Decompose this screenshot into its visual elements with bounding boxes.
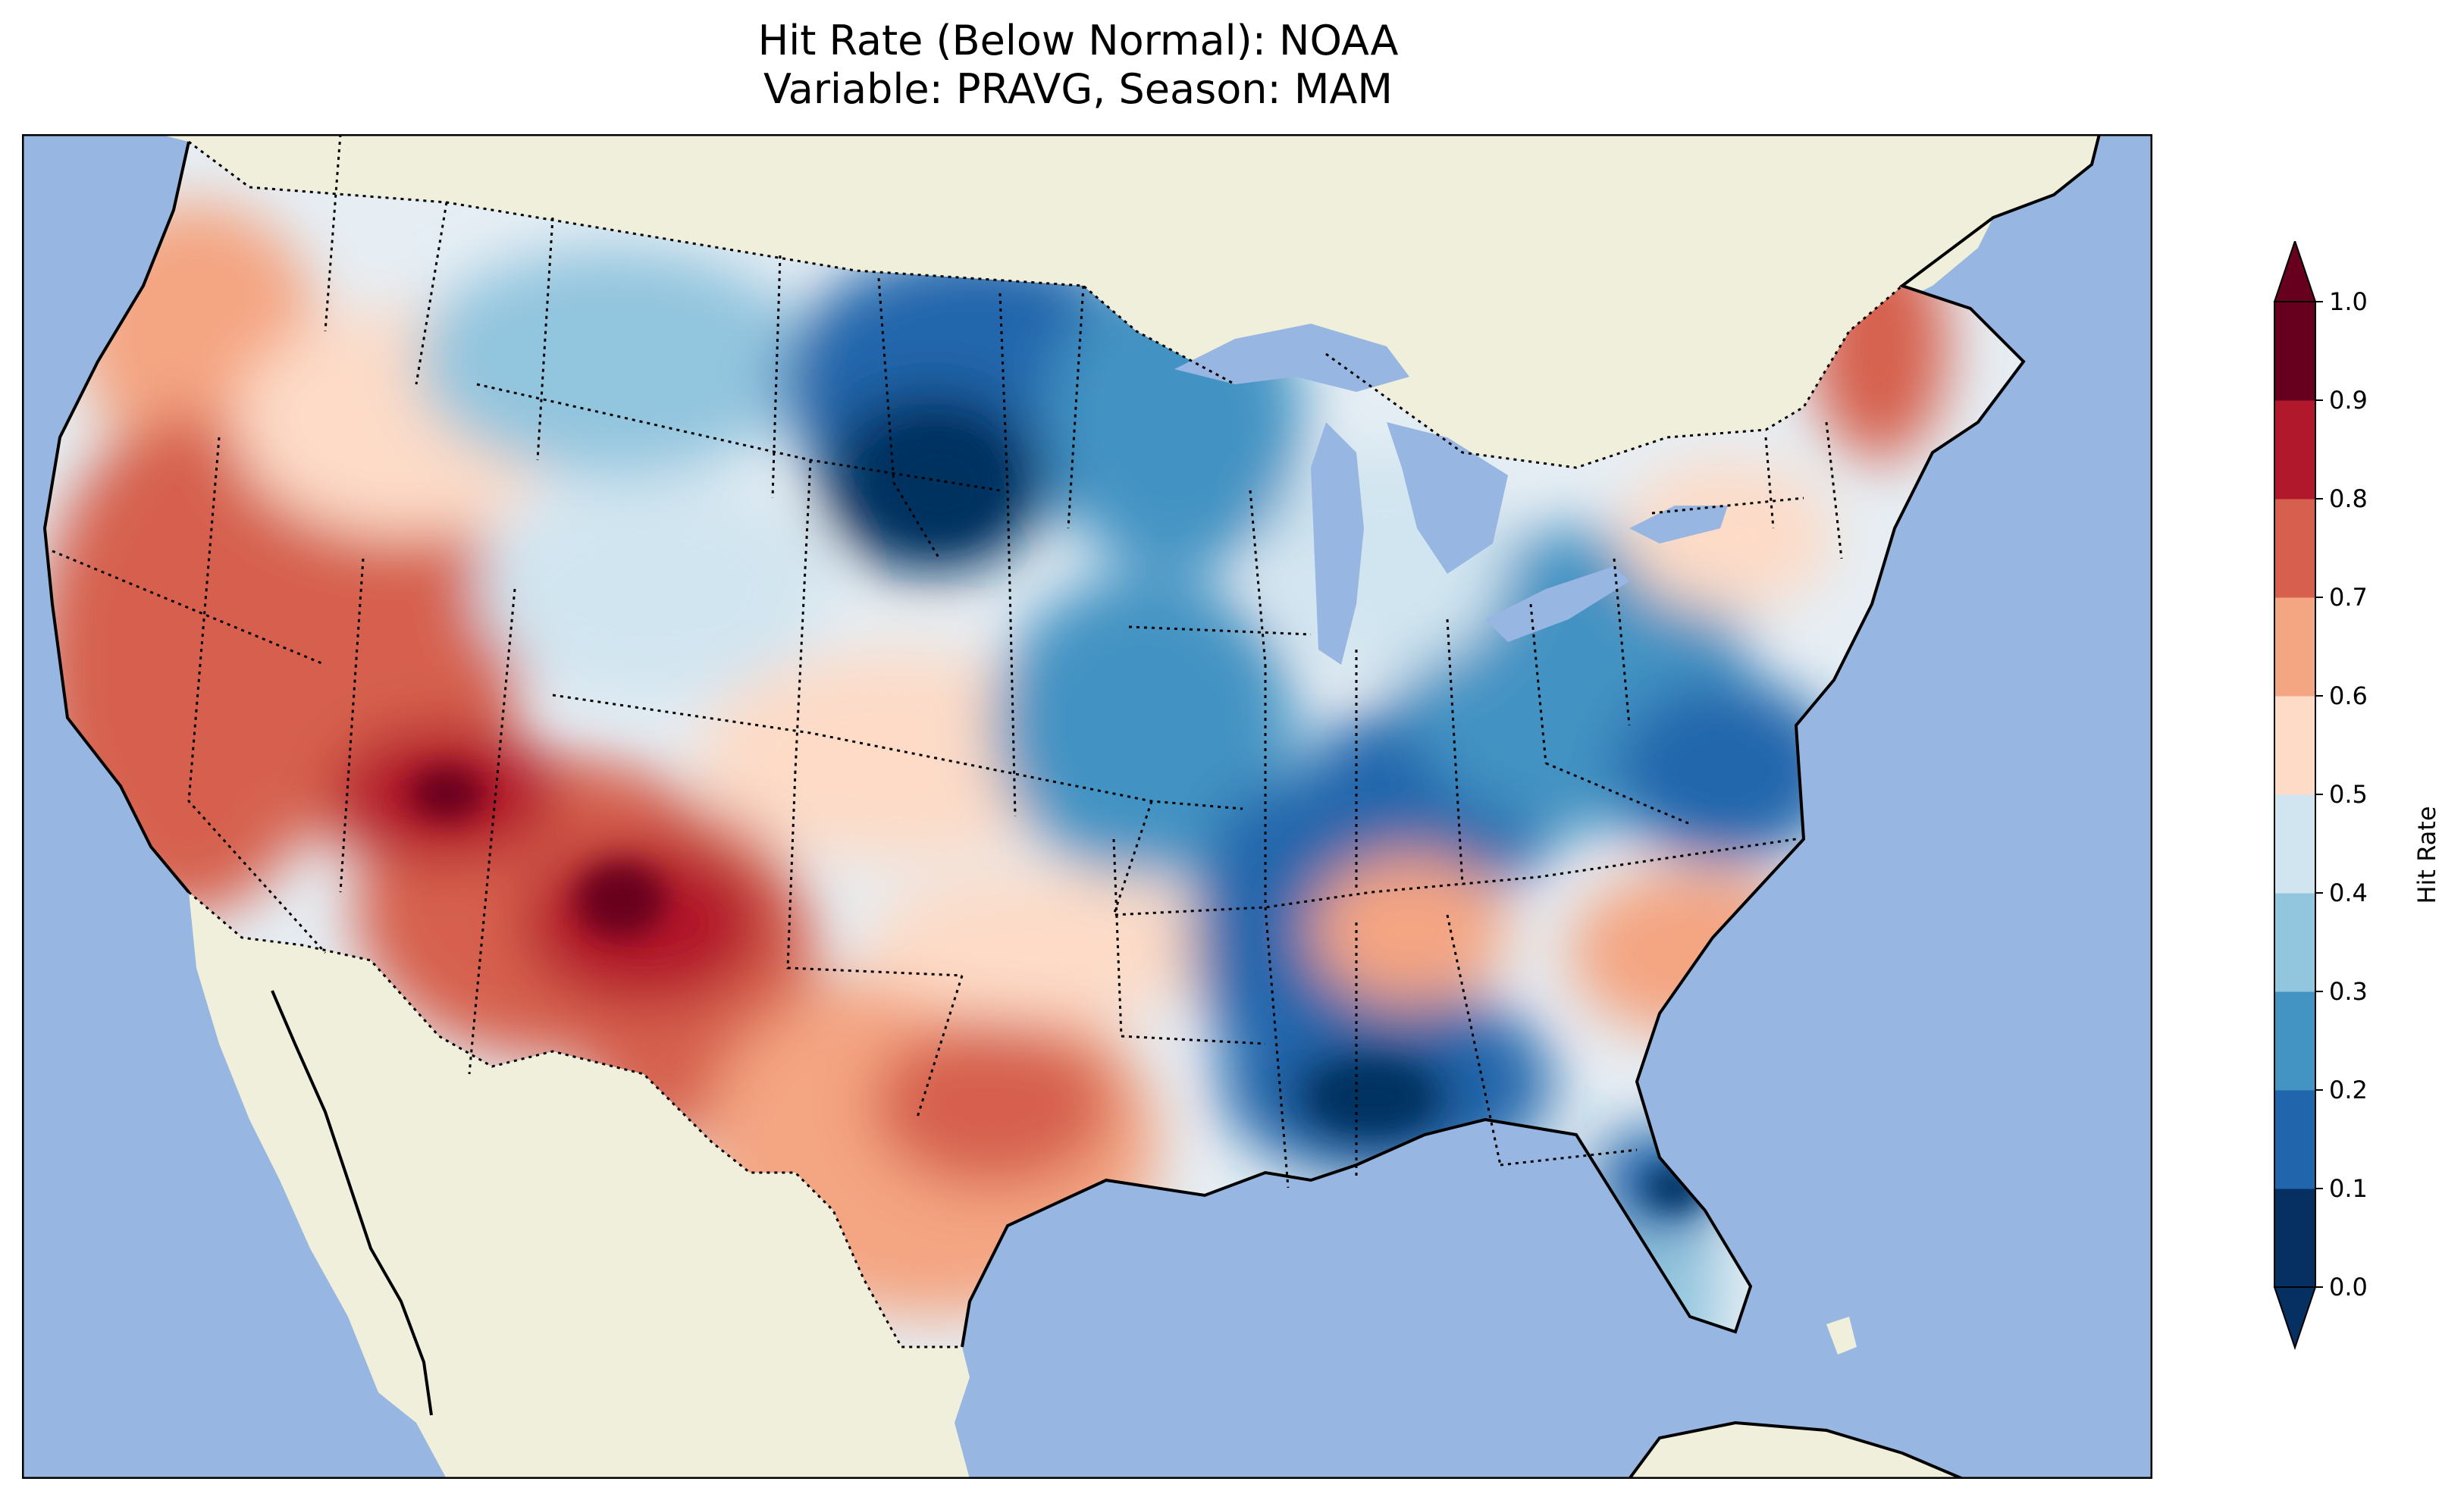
region-wyoming [477, 475, 826, 703]
region-virginia [1614, 680, 1842, 862]
colorbar-tick-label: 0.1 [2329, 1174, 2368, 1203]
coldspot-mississippi [1311, 1066, 1432, 1127]
colorbar-tick-label: 1.0 [2329, 287, 2368, 316]
lake-huron [1387, 422, 1508, 574]
hotspot-utah [409, 767, 484, 820]
region-new-york [1622, 460, 1834, 612]
region-texas-core [871, 1021, 1114, 1188]
colorbar-bin [2274, 991, 2315, 1091]
title-line-1: Hit Rate (Below Normal): NOAA [757, 17, 1399, 64]
lake-superior [1174, 324, 1409, 392]
map-frame [22, 134, 2152, 1479]
chart-title: Hit Rate (Below Normal): NOAA Variable: … [0, 17, 2156, 114]
colorbar-under-triangle [2273, 1286, 2317, 1351]
region-montana [416, 248, 810, 475]
baja-land [257, 991, 431, 1415]
lake-erie [1485, 566, 1629, 642]
land-areas [158, 134, 2099, 1479]
map-panel [22, 134, 2152, 1479]
colorbar-bin [2274, 794, 2315, 894]
colorbar-tick-label: 0.5 [2329, 780, 2368, 809]
colorbar-bin [2274, 696, 2315, 795]
colorbar-ticks: 0.0 0.1 0.2 0.3 0.4 0.5 0.6 0.7 0.8 0.9 1.0 [2315, 287, 2368, 1301]
cuba-land [1629, 1423, 1963, 1479]
colorbar-bin [2274, 400, 2315, 500]
colorbar-over-triangle [2273, 241, 2317, 302]
colorbar-bin [2274, 499, 2315, 598]
colorbar-bin [2274, 893, 2315, 992]
canada-land [158, 134, 2099, 468]
colorbar-bin [2274, 302, 2315, 401]
colorbar-tick-label: 0.2 [2329, 1076, 2368, 1104]
title-line-2: Variable: PRAVG, Season: MAM [763, 65, 1393, 113]
colorbar-tick-label: 0.8 [2329, 484, 2368, 513]
coastlines [42, 134, 2101, 1479]
colorbar-tick-label: 0.9 [2329, 386, 2368, 415]
colorbar-bin [2274, 597, 2315, 697]
colorbar-tick-label: 0.4 [2329, 879, 2368, 907]
lake-michigan [1311, 422, 1364, 665]
bahamas-land [1826, 1317, 1857, 1355]
country-borders [188, 140, 1903, 1348]
colorbar-bin [2274, 1090, 2315, 1189]
region-nebraska [697, 650, 1091, 862]
colorbar: 0.0 0.1 0.2 0.3 0.4 0.5 0.6 0.7 0.8 0.9 1.0 Hit Ra… [2267, 241, 2449, 1378]
state-borders [52, 134, 1843, 1189]
coldspot-south-dakota [879, 430, 1000, 536]
colorbar-bins [2273, 241, 2317, 1351]
region-iowa [992, 574, 1296, 877]
colorbar-tick-label: 0.3 [2329, 977, 2368, 1006]
lake-ontario [1629, 506, 1728, 543]
region-oklahoma [864, 869, 1227, 1021]
region-alabama-north [1311, 854, 1508, 1006]
colorbar-bin [2274, 1189, 2315, 1288]
colorbar-tick-label: 0.6 [2329, 681, 2368, 710]
colorbar-tick-label: 0.7 [2329, 583, 2368, 612]
colorbar-label: Hit Rate [2412, 806, 2441, 904]
great-lakes [1174, 324, 1728, 665]
hotspot-southwest [575, 862, 666, 938]
colorbar-tick-label: 0.0 [2329, 1273, 2368, 1301]
